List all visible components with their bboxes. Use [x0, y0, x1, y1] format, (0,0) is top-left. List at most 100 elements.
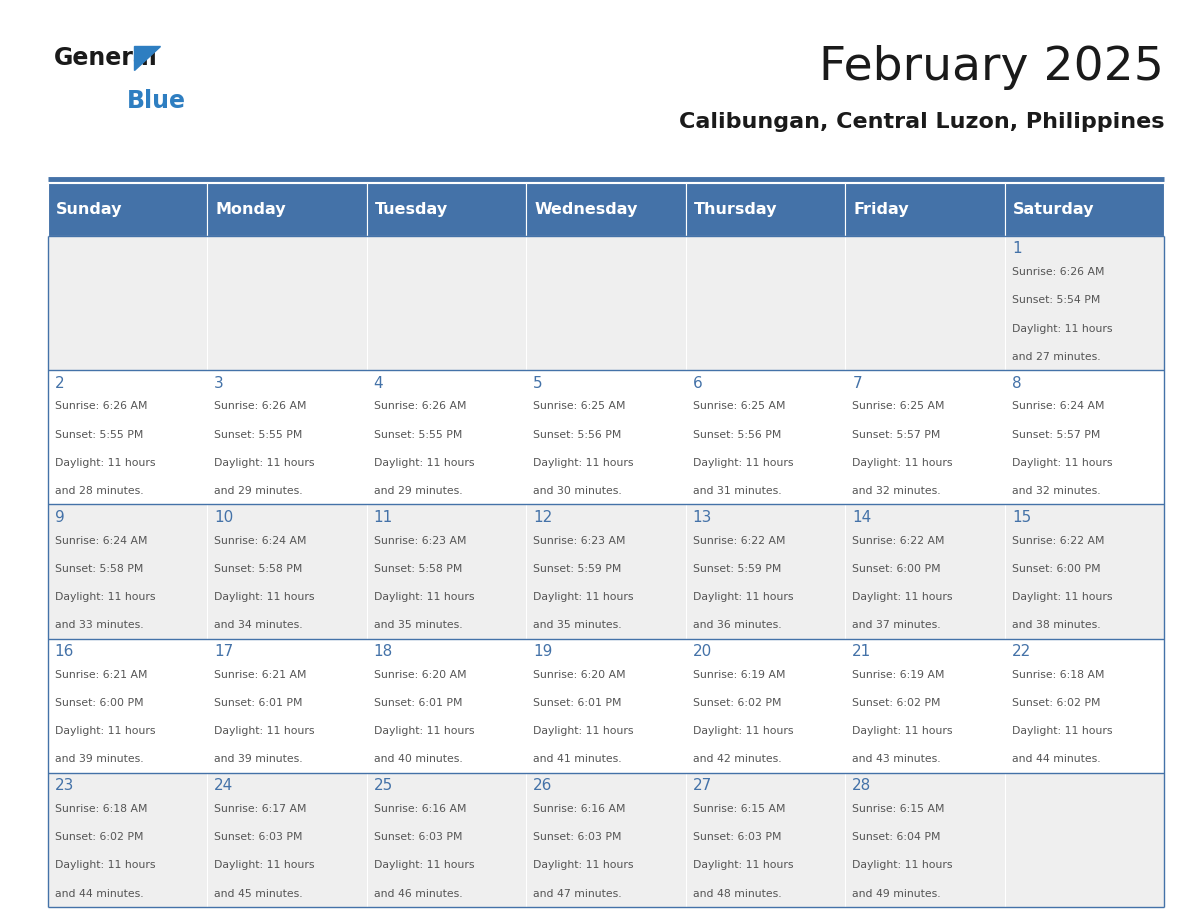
Text: Daylight: 11 hours: Daylight: 11 hours	[214, 592, 315, 602]
Text: Sunset: 6:03 PM: Sunset: 6:03 PM	[533, 833, 621, 842]
Text: 24: 24	[214, 778, 233, 793]
Bar	[1005, 504, 1164, 639]
Text: Daylight: 11 hours: Daylight: 11 hours	[1012, 323, 1112, 333]
Text: Daylight: 11 hours: Daylight: 11 hours	[374, 458, 474, 467]
Bar	[526, 370, 685, 504]
Text: Sunrise: 6:16 AM: Sunrise: 6:16 AM	[533, 804, 626, 814]
Text: Sunrise: 6:26 AM: Sunrise: 6:26 AM	[214, 401, 307, 411]
Bar	[845, 639, 1005, 773]
Bar	[685, 639, 845, 773]
Text: Sunrise: 6:22 AM: Sunrise: 6:22 AM	[693, 535, 785, 545]
Text: and 32 minutes.: and 32 minutes.	[1012, 486, 1100, 496]
Text: 9: 9	[55, 509, 64, 525]
Bar	[48, 773, 207, 907]
Text: Sunset: 6:01 PM: Sunset: 6:01 PM	[374, 698, 462, 708]
Text: Calibungan, Central Luzon, Philippines: Calibungan, Central Luzon, Philippines	[678, 112, 1164, 132]
Text: and 44 minutes.: and 44 minutes.	[1012, 755, 1100, 765]
Text: 3: 3	[214, 375, 223, 391]
Text: Daylight: 11 hours: Daylight: 11 hours	[693, 726, 794, 736]
Text: and 35 minutes.: and 35 minutes.	[533, 621, 621, 630]
Text: Sunset: 6:00 PM: Sunset: 6:00 PM	[1012, 564, 1100, 574]
Text: and 29 minutes.: and 29 minutes.	[374, 486, 462, 496]
Text: and 44 minutes.: and 44 minutes.	[55, 889, 144, 899]
Bar	[48, 639, 207, 773]
Text: Friday: Friday	[853, 202, 909, 217]
Text: Daylight: 11 hours: Daylight: 11 hours	[214, 860, 315, 870]
Bar	[1005, 370, 1164, 504]
Text: Sunrise: 6:15 AM: Sunrise: 6:15 AM	[852, 804, 944, 814]
Text: Sunrise: 6:21 AM: Sunrise: 6:21 AM	[214, 670, 307, 679]
Text: 7: 7	[852, 375, 862, 391]
Bar	[207, 183, 367, 236]
Text: Daylight: 11 hours: Daylight: 11 hours	[374, 592, 474, 602]
Text: 17: 17	[214, 644, 233, 659]
Text: 23: 23	[55, 778, 74, 793]
Text: 8: 8	[1012, 375, 1022, 391]
Text: Daylight: 11 hours: Daylight: 11 hours	[214, 458, 315, 467]
Text: Sunset: 6:03 PM: Sunset: 6:03 PM	[374, 833, 462, 842]
Bar	[367, 370, 526, 504]
Text: February 2025: February 2025	[820, 44, 1164, 90]
Bar	[1005, 639, 1164, 773]
Text: Sunset: 5:56 PM: Sunset: 5:56 PM	[533, 430, 621, 440]
Text: Daylight: 11 hours: Daylight: 11 hours	[533, 726, 633, 736]
Text: Daylight: 11 hours: Daylight: 11 hours	[374, 860, 474, 870]
Text: Sunrise: 6:19 AM: Sunrise: 6:19 AM	[852, 670, 944, 679]
Text: Sunrise: 6:25 AM: Sunrise: 6:25 AM	[693, 401, 785, 411]
Text: Sunset: 6:02 PM: Sunset: 6:02 PM	[693, 698, 782, 708]
Text: Sunset: 5:59 PM: Sunset: 5:59 PM	[693, 564, 782, 574]
Text: and 36 minutes.: and 36 minutes.	[693, 621, 782, 630]
Text: Daylight: 11 hours: Daylight: 11 hours	[374, 726, 474, 736]
Text: Sunrise: 6:16 AM: Sunrise: 6:16 AM	[374, 804, 466, 814]
Bar	[207, 370, 367, 504]
Text: Sunset: 5:56 PM: Sunset: 5:56 PM	[693, 430, 782, 440]
Text: 15: 15	[1012, 509, 1031, 525]
Text: and 33 minutes.: and 33 minutes.	[55, 621, 144, 630]
Text: and 27 minutes.: and 27 minutes.	[1012, 352, 1100, 362]
Text: Sunset: 5:55 PM: Sunset: 5:55 PM	[214, 430, 303, 440]
Text: Sunrise: 6:26 AM: Sunrise: 6:26 AM	[374, 401, 466, 411]
Text: Sunrise: 6:15 AM: Sunrise: 6:15 AM	[693, 804, 785, 814]
Text: and 47 minutes.: and 47 minutes.	[533, 889, 621, 899]
Text: Sunset: 6:04 PM: Sunset: 6:04 PM	[852, 833, 941, 842]
Text: 5: 5	[533, 375, 543, 391]
Text: and 29 minutes.: and 29 minutes.	[214, 486, 303, 496]
Text: Daylight: 11 hours: Daylight: 11 hours	[55, 860, 156, 870]
Text: Daylight: 11 hours: Daylight: 11 hours	[852, 726, 953, 736]
Text: and 39 minutes.: and 39 minutes.	[55, 755, 144, 765]
Text: Sunset: 6:03 PM: Sunset: 6:03 PM	[214, 833, 303, 842]
Text: Sunrise: 6:25 AM: Sunrise: 6:25 AM	[533, 401, 626, 411]
Text: 6: 6	[693, 375, 702, 391]
Text: and 32 minutes.: and 32 minutes.	[852, 486, 941, 496]
Text: Sunset: 5:58 PM: Sunset: 5:58 PM	[374, 564, 462, 574]
Text: 26: 26	[533, 778, 552, 793]
Bar	[367, 504, 526, 639]
Text: Sunset: 6:01 PM: Sunset: 6:01 PM	[533, 698, 621, 708]
Text: and 39 minutes.: and 39 minutes.	[214, 755, 303, 765]
Bar	[685, 370, 845, 504]
Text: Sunset: 5:54 PM: Sunset: 5:54 PM	[1012, 296, 1100, 306]
Text: Sunrise: 6:26 AM: Sunrise: 6:26 AM	[55, 401, 147, 411]
Text: Saturday: Saturday	[1012, 202, 1094, 217]
Bar	[367, 639, 526, 773]
Text: and 41 minutes.: and 41 minutes.	[533, 755, 621, 765]
Text: Sunset: 6:03 PM: Sunset: 6:03 PM	[693, 833, 782, 842]
Text: 4: 4	[374, 375, 384, 391]
Text: Daylight: 11 hours: Daylight: 11 hours	[533, 458, 633, 467]
Text: Sunrise: 6:19 AM: Sunrise: 6:19 AM	[693, 670, 785, 679]
Text: Sunrise: 6:18 AM: Sunrise: 6:18 AM	[55, 804, 147, 814]
Bar	[48, 370, 207, 504]
Text: Daylight: 11 hours: Daylight: 11 hours	[214, 726, 315, 736]
Text: and 40 minutes.: and 40 minutes.	[374, 755, 462, 765]
Bar	[845, 236, 1005, 370]
Bar	[845, 370, 1005, 504]
Bar	[48, 236, 207, 370]
Text: Sunset: 5:57 PM: Sunset: 5:57 PM	[852, 430, 941, 440]
Text: Sunrise: 6:22 AM: Sunrise: 6:22 AM	[852, 535, 944, 545]
Text: and 45 minutes.: and 45 minutes.	[214, 889, 303, 899]
Bar	[1005, 183, 1164, 236]
Text: 10: 10	[214, 509, 233, 525]
Bar	[526, 773, 685, 907]
Text: and 43 minutes.: and 43 minutes.	[852, 755, 941, 765]
Text: Daylight: 11 hours: Daylight: 11 hours	[852, 458, 953, 467]
